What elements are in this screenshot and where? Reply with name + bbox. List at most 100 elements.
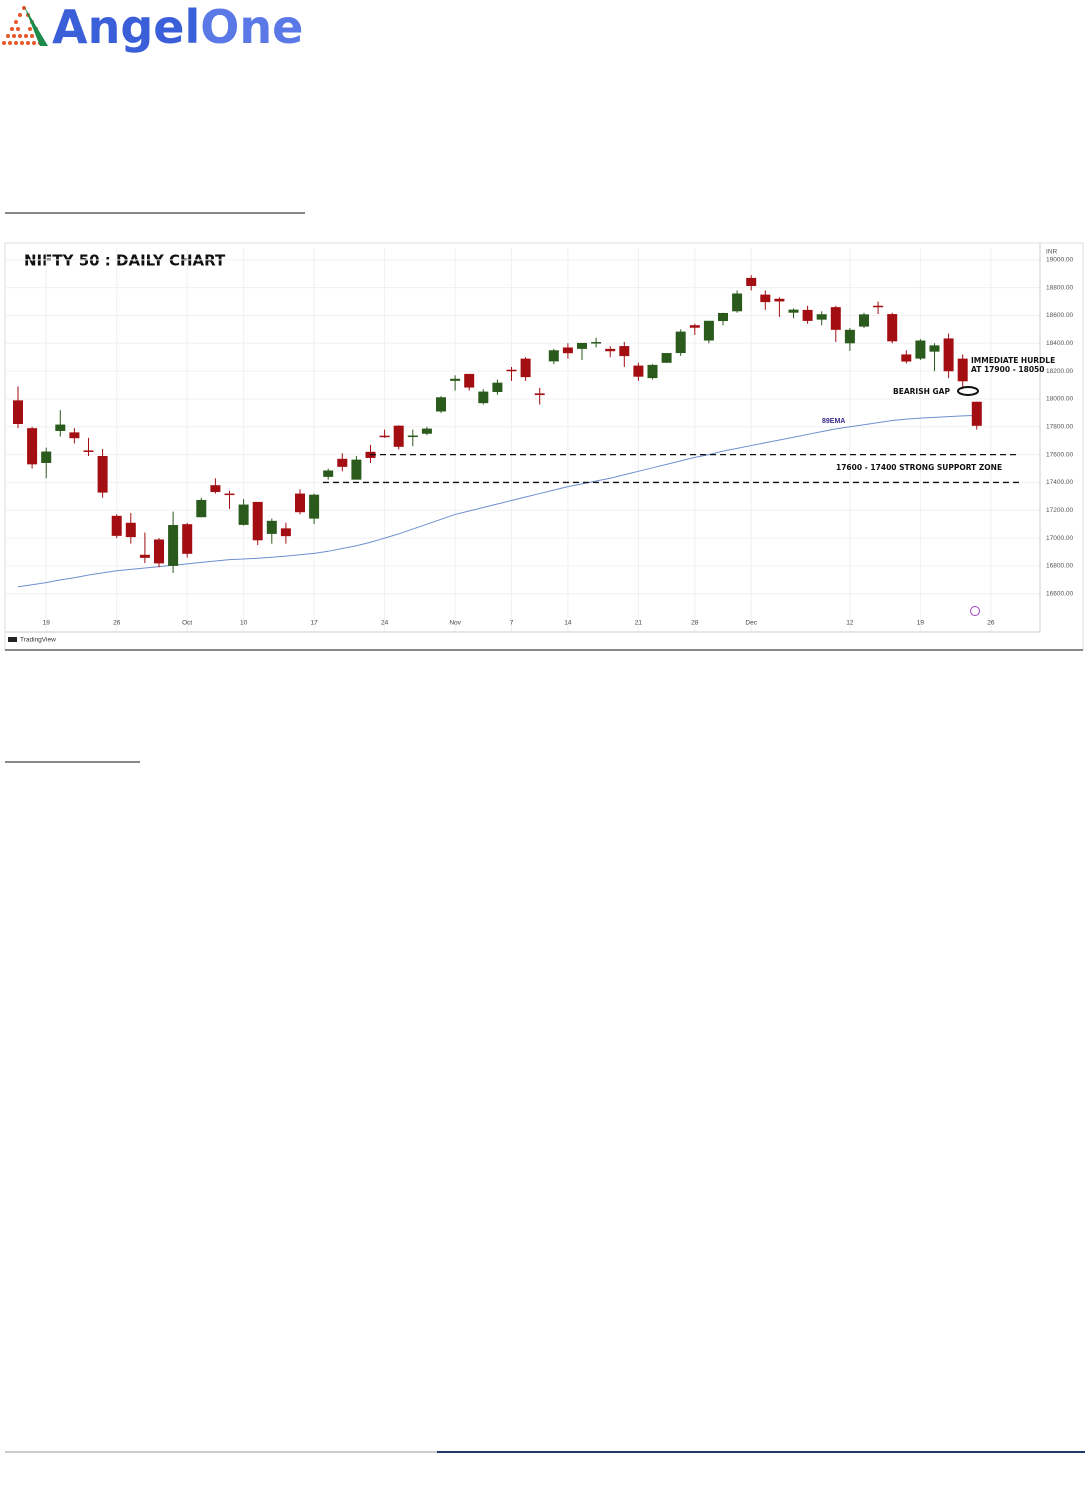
logo-leaf [24, 6, 48, 46]
candle-body [266, 520, 277, 534]
y-tick-label: 18000.00 [1046, 396, 1073, 403]
ema-label: 89EMA [822, 418, 845, 425]
candle-body [154, 539, 164, 564]
candle-body [111, 515, 122, 536]
candle-body [703, 320, 714, 341]
logo-icon [2, 6, 42, 45]
candle-body [859, 314, 869, 327]
logo-text: AngelOne [52, 0, 303, 54]
candle-body [802, 309, 813, 321]
candle-body [929, 345, 940, 352]
candle-body [732, 293, 743, 312]
candle-body [436, 397, 446, 412]
candle-body [280, 528, 291, 537]
x-tick-label: 17 [310, 620, 318, 627]
candle-body [351, 459, 362, 480]
candle-body [196, 499, 207, 518]
candle-body [182, 524, 193, 554]
x-tick-label: 19 [917, 620, 925, 627]
x-tick-label: Oct [182, 620, 192, 627]
alert-icon [970, 606, 980, 616]
candle-body [689, 325, 700, 328]
candle-body [210, 485, 221, 493]
candle-body [83, 450, 94, 452]
currency-label: INR [1046, 249, 1058, 256]
candle-body [125, 522, 136, 538]
x-tick-label: 28 [691, 620, 699, 627]
candle-body [506, 369, 517, 372]
candle-body [55, 424, 66, 431]
y-tick-label: 18400.00 [1046, 340, 1073, 347]
candle-body [915, 340, 926, 359]
candle-body [478, 391, 489, 404]
x-tick-label: 21 [635, 620, 643, 627]
candle-body [337, 458, 348, 467]
y-tick-label: 18200.00 [1046, 368, 1073, 375]
annotation: AT 17900 - 18050 [971, 365, 1044, 374]
logo-part: One [200, 0, 303, 54]
y-tick-label: 17800.00 [1046, 424, 1073, 431]
candle-body [605, 348, 616, 352]
candle-body [562, 347, 573, 354]
candle-body [548, 350, 559, 362]
candle-body [844, 329, 855, 344]
annotation: BEARISH GAP [893, 387, 950, 396]
candle-body [591, 342, 602, 344]
candle-body [675, 331, 686, 354]
candle-body [830, 307, 841, 330]
candle-body [520, 358, 531, 378]
x-tick-label: 14 [564, 620, 572, 627]
candle-body [760, 294, 771, 303]
source-icon [8, 637, 17, 642]
y-tick-label: 18800.00 [1046, 284, 1073, 291]
chart-frame [4, 242, 1084, 651]
candle-body [577, 342, 587, 349]
candle-body [957, 358, 968, 382]
candle-body [887, 314, 898, 342]
candle-body [633, 365, 644, 377]
x-tick-label: Dec [745, 620, 757, 627]
candle-body [309, 494, 320, 519]
candle-body [647, 364, 658, 379]
candle-body [873, 305, 884, 308]
candle-body [379, 435, 390, 438]
x-tick-label: 12 [846, 620, 854, 627]
candle-body [901, 354, 912, 362]
candle-body [971, 401, 982, 426]
x-tick-label: 19 [43, 620, 51, 627]
candle-body [816, 314, 827, 320]
candle-body [27, 428, 38, 465]
candle-body [450, 378, 461, 381]
candle-body [421, 428, 432, 434]
candle-body [97, 456, 108, 493]
candle-body [788, 309, 799, 313]
candle-body [407, 435, 418, 438]
candle-body [323, 470, 334, 477]
logo: AngelOne [2, 0, 303, 54]
x-tick-label: 26 [987, 620, 995, 627]
candle-body [718, 312, 728, 322]
y-tick-label: 18600.00 [1046, 312, 1073, 319]
logo-part: Angel [52, 0, 200, 54]
candle-body [534, 393, 545, 396]
candle-body [774, 298, 785, 302]
candle-body [393, 425, 404, 447]
candle-body [139, 554, 150, 558]
candle-body [13, 400, 23, 424]
annotation: 17600 - 17400 STRONG SUPPORT ZONE [836, 463, 1002, 472]
candle-body [492, 382, 503, 392]
y-tick-label: 17400.00 [1046, 479, 1073, 486]
y-tick-label: 17600.00 [1046, 451, 1073, 458]
x-tick-label: 10 [240, 620, 248, 627]
candle-body [746, 277, 757, 286]
source-label: TradingView [20, 637, 56, 644]
candle-body [41, 451, 52, 463]
x-tick-label: 7 [510, 620, 514, 627]
x-tick-label: 24 [381, 620, 389, 627]
chart-title: NIFTY 50 : DAILY CHART [24, 252, 226, 270]
candle-body [252, 501, 263, 541]
y-tick-label: 19000.00 [1046, 257, 1073, 264]
candle-body [619, 346, 630, 357]
